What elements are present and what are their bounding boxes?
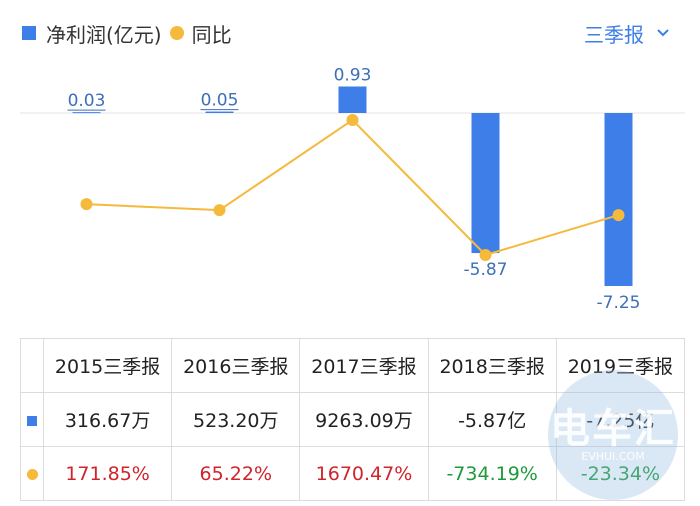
table-row-yoy: 171.85% 65.22% 1670.47% -734.19% -23.34% (20, 446, 686, 501)
table-cell: -23.34% (555, 446, 686, 501)
bar (338, 86, 367, 113)
table-cell: 523.20万 (171, 392, 301, 447)
bar-value-label: 0.93 (334, 66, 372, 86)
table-header-cell: 2018三季报 (427, 338, 557, 393)
period-selector-label: 三季报 (584, 22, 644, 47)
yoy-point (213, 204, 226, 217)
table-cell: -5.87亿 (427, 392, 557, 447)
table-cell: 65.22% (171, 446, 301, 501)
table-header-cell: 2019三季报 (555, 338, 686, 393)
bar-value-label: 0.05 (201, 91, 239, 111)
yoy-point (612, 209, 625, 222)
profit-row-icon-cell (20, 392, 44, 447)
table-cell: 171.85% (42, 446, 173, 501)
table-cell: 316.67万 (42, 392, 173, 447)
yoy-point (80, 198, 93, 211)
table-header-cell: 2017三季报 (299, 338, 429, 393)
yoy-point (346, 114, 359, 126)
line-series-icon (26, 468, 38, 480)
watermark-logo: 电车汇 EVHUI.COM (548, 370, 678, 500)
yoy-row-icon-cell (20, 446, 44, 501)
line-series-swatch (169, 26, 184, 40)
chart-legend: 净利润(亿元) 同比 (22, 18, 232, 48)
watermark-text: 电车汇 (550, 406, 676, 452)
table-header-cell: 2016三季报 (171, 338, 301, 393)
period-selector[interactable]: 三季报 (584, 18, 670, 48)
bar (604, 113, 633, 286)
bar (72, 112, 101, 114)
bar (205, 111, 234, 113)
bar-series-label: 净利润(亿元) (46, 22, 162, 47)
bar-series-icon (27, 415, 37, 426)
table-cell: -7.25亿 (555, 392, 686, 447)
table-header-cell: 2015三季报 (42, 338, 173, 393)
table-cell: 1670.47% (299, 446, 429, 501)
line-series-label: 同比 (191, 22, 232, 47)
table-corner (20, 338, 44, 393)
bar-value-label: 0.03 (68, 91, 106, 111)
bar (471, 113, 500, 254)
watermark-subtext: EVHUI.COM (581, 450, 645, 463)
table-cell: -734.19% (427, 446, 557, 501)
table-header-row: 2015三季报 2016三季报 2017三季报 2018三季报 2019三季报 (20, 338, 686, 393)
yoy-point (479, 249, 492, 261)
data-table: 2015三季报 2016三季报 2017三季报 2018三季报 2019三季报 … (20, 338, 686, 501)
bar-value-label: -7.25 (597, 293, 641, 313)
table-cell: 9263.09万 (299, 392, 429, 447)
yoy-line (86, 118, 619, 257)
table-row-profit: 316.67万 523.20万 9263.09万 -5.87亿 -7.25亿 (20, 392, 686, 447)
bar-value-label: -5.87 (464, 260, 508, 280)
bar-series-swatch (22, 26, 36, 40)
chevron-down-icon (657, 29, 669, 37)
profit-chart: 0.03 0.05 0.93 -5.87 -7.25 (20, 66, 685, 313)
